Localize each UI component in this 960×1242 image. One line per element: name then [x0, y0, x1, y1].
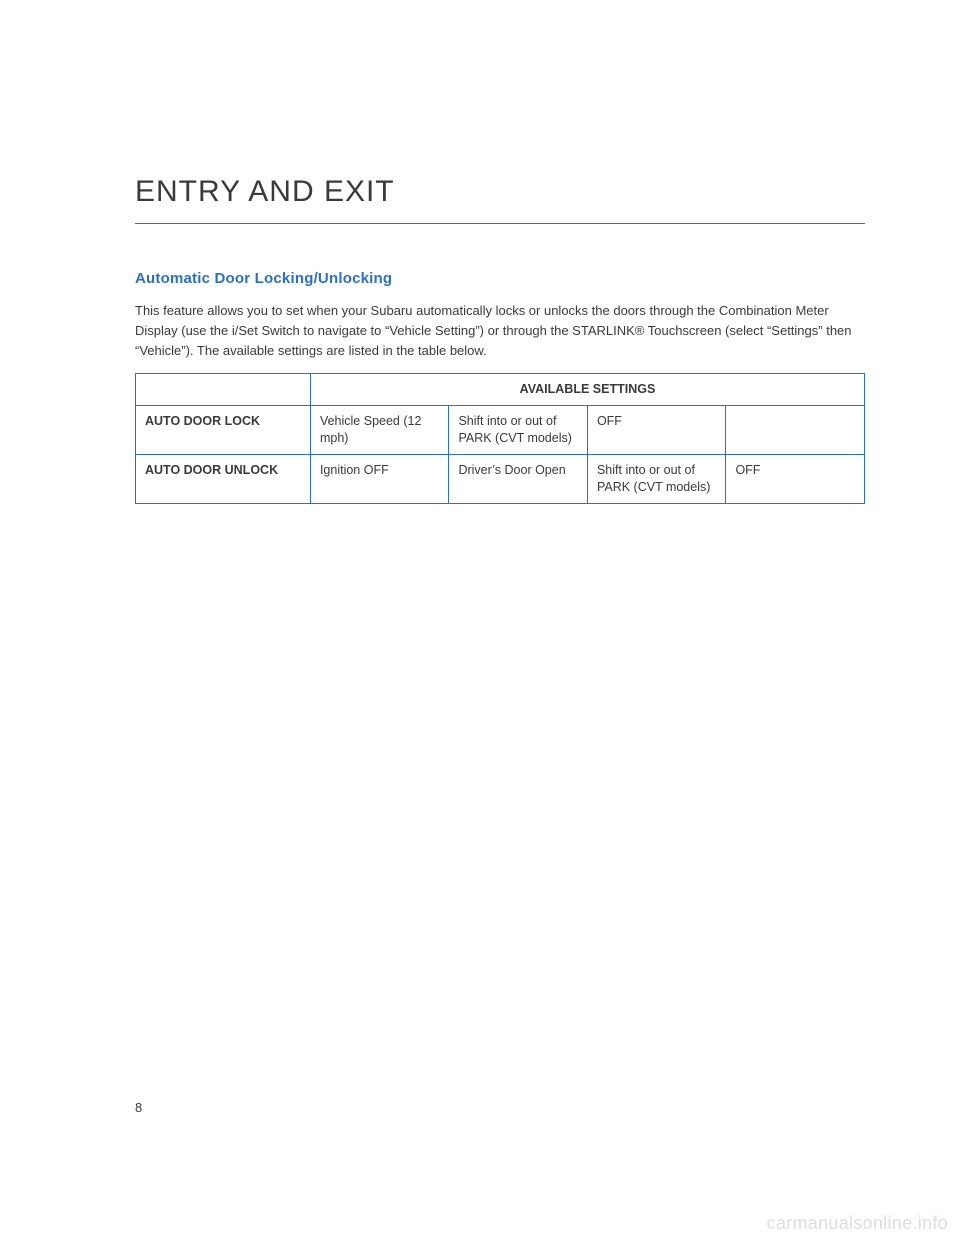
table-row: AUTO DOOR UNLOCK Ignition OFF Driver’s D…	[136, 455, 865, 504]
watermark: carmanualsonline.info	[767, 1213, 948, 1234]
page-number: 8	[135, 1100, 142, 1115]
table-cell	[726, 406, 865, 455]
chapter-title: ENTRY AND EXIT	[135, 175, 865, 209]
row-label: AUTO DOOR UNLOCK	[136, 455, 311, 504]
table-cell: OFF	[726, 455, 865, 504]
row-label: AUTO DOOR LOCK	[136, 406, 311, 455]
table-cell: Ignition OFF	[310, 455, 449, 504]
table-cell: Vehicle Speed (12 mph)	[310, 406, 449, 455]
table-cell: Driver’s Door Open	[449, 455, 588, 504]
section-title: Automatic Door Locking/Unlocking	[135, 270, 865, 287]
table-row: AUTO DOOR LOCK Vehicle Speed (12 mph) Sh…	[136, 406, 865, 455]
table-header-available-settings: AVAILABLE SETTINGS	[310, 374, 864, 406]
table-header-blank	[136, 374, 311, 406]
table-cell: Shift into or out of PARK (CVT models)	[587, 455, 726, 504]
body-paragraph: This feature allows you to set when your…	[135, 301, 865, 361]
table-cell: OFF	[587, 406, 726, 455]
settings-table: AVAILABLE SETTINGS AUTO DOOR LOCK Vehicl…	[135, 373, 865, 503]
table-header-row: AVAILABLE SETTINGS	[136, 374, 865, 406]
horizontal-rule	[135, 223, 865, 224]
table-cell: Shift into or out of PARK (CVT models)	[449, 406, 588, 455]
